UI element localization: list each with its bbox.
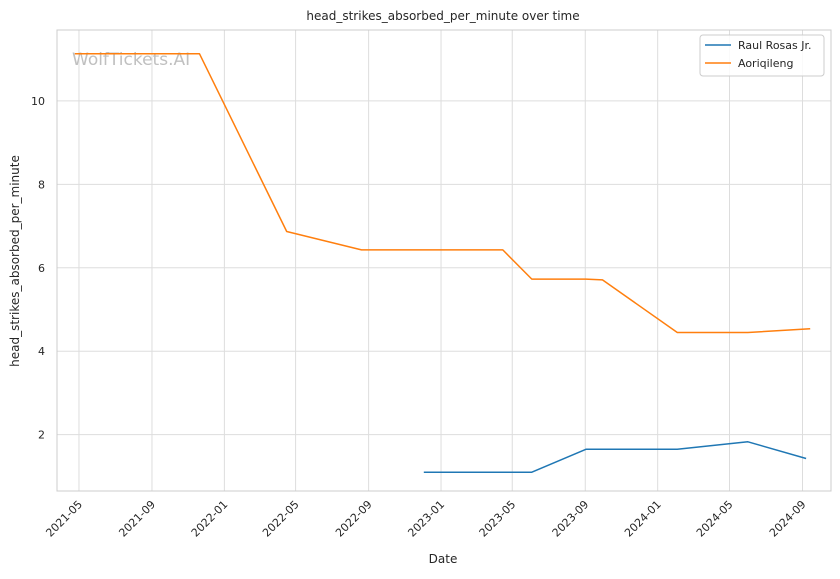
legend: Raul Rosas Jr. Aoriqileng [699, 34, 825, 77]
y-tick-label: 8 [38, 178, 45, 191]
series-lines [74, 53, 811, 473]
y-axis-ticks: 2 4 6 8 10 [31, 95, 45, 442]
plot-frame [56, 29, 832, 492]
legend-label: Raul Rosas Jr. [738, 39, 812, 52]
x-axis-label: Date [429, 552, 458, 566]
y-axis-label: head_strikes_absorbed_per_minute [8, 155, 22, 367]
legend-label: Aoriqileng [738, 57, 793, 70]
y-tick-label: 6 [38, 262, 45, 275]
watermark: WolfTickets.AI [72, 50, 190, 70]
series-line-0 [423, 441, 807, 473]
grid [57, 30, 831, 491]
y-tick-label: 10 [31, 95, 45, 108]
series-line-1 [74, 53, 811, 334]
chart-title: head_strikes_absorbed_per_minute over ti… [306, 9, 579, 23]
y-tick-label: 2 [38, 429, 45, 442]
y-tick-label: 4 [38, 345, 45, 358]
